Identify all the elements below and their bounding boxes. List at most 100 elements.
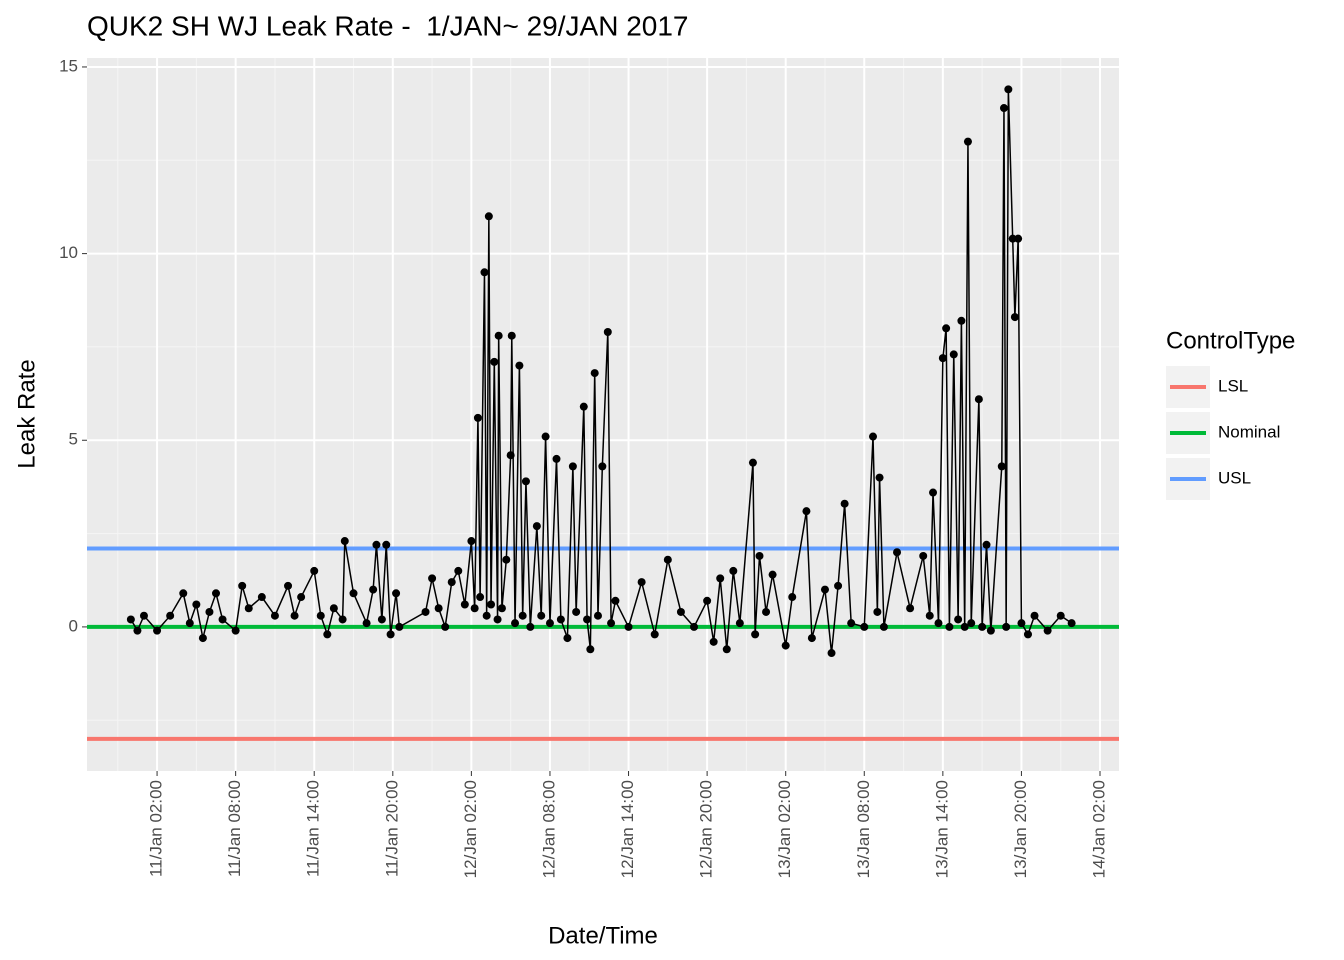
data-point (521, 477, 530, 486)
data-point (963, 137, 972, 146)
data-point (470, 604, 479, 613)
data-point (978, 622, 987, 631)
data-point (126, 615, 135, 624)
x-tick-label: 11/Jan 08:00 (225, 780, 244, 877)
data-point (1067, 619, 1076, 628)
data-point (893, 548, 902, 557)
x-tick-label: 13/Jan 08:00 (854, 780, 873, 878)
data-point (460, 600, 469, 609)
data-point (716, 574, 725, 583)
data-point (572, 607, 581, 616)
data-point (454, 566, 463, 575)
data-point (663, 555, 672, 564)
x-tick-label: 12/Jan 14:00 (618, 780, 637, 878)
data-point (906, 604, 915, 613)
data-point (484, 212, 493, 221)
data-point (493, 615, 502, 624)
data-point (476, 593, 485, 602)
data-point (802, 507, 811, 516)
data-point (735, 619, 744, 628)
data-point (434, 604, 443, 613)
data-point (349, 589, 358, 598)
data-point (153, 626, 162, 635)
legend-title: ControlType (1166, 327, 1295, 354)
data-point (929, 488, 938, 497)
data-point (511, 619, 520, 628)
y-tick-label: 0 (69, 616, 78, 635)
data-point (781, 641, 790, 650)
data-point (729, 566, 738, 575)
legend-label: USL (1218, 468, 1251, 487)
data-point (1043, 626, 1052, 635)
data-point (506, 451, 515, 460)
data-point (518, 611, 527, 620)
data-point (480, 268, 489, 277)
y-tick-label: 15 (59, 56, 78, 75)
data-point (624, 622, 633, 631)
data-point (192, 600, 201, 609)
data-point (873, 607, 882, 616)
data-point (212, 589, 220, 598)
data-point (392, 589, 401, 598)
data-point (372, 540, 381, 549)
data-point (650, 630, 659, 639)
y-axis-title: Leak Rate (13, 359, 40, 468)
x-tick-label: 13/Jan 02:00 (775, 780, 794, 878)
data-point (244, 604, 253, 613)
data-point (338, 615, 347, 624)
data-point (637, 578, 646, 587)
data-point (934, 619, 943, 628)
data-point (603, 328, 612, 337)
data-point (395, 622, 404, 631)
data-point (755, 551, 764, 560)
data-point (316, 611, 325, 620)
data-point (751, 630, 760, 639)
data-point (133, 626, 142, 635)
data-point (1004, 85, 1013, 94)
data-point (954, 615, 963, 624)
data-point (949, 350, 958, 359)
data-point (999, 104, 1008, 113)
data-point (703, 596, 712, 605)
data-point (762, 607, 771, 616)
data-point (515, 361, 524, 370)
x-tick-label: 12/Jan 02:00 (461, 780, 480, 878)
data-point (607, 619, 616, 628)
data-point (545, 619, 554, 628)
y-tick-label: 5 (69, 430, 78, 449)
data-point (497, 604, 506, 613)
data-point (166, 611, 175, 620)
data-point (537, 611, 546, 620)
data-point (676, 607, 685, 616)
data-point (473, 413, 482, 422)
data-point (270, 611, 279, 620)
data-point (938, 354, 947, 363)
x-tick-label: 11/Jan 02:00 (147, 780, 166, 877)
data-point (967, 619, 976, 628)
data-point (382, 540, 391, 549)
data-point (552, 454, 561, 463)
data-point (709, 637, 718, 646)
data-point (690, 622, 699, 631)
data-point (507, 331, 516, 340)
data-point (847, 619, 856, 628)
data-point (421, 607, 430, 616)
data-point (482, 611, 491, 620)
data-point (310, 566, 319, 575)
data-point (768, 570, 777, 579)
data-point (1017, 619, 1026, 628)
data-point (583, 615, 592, 624)
data-point (329, 604, 338, 613)
data-point (840, 499, 849, 508)
data-point (377, 615, 386, 624)
data-point (860, 622, 869, 631)
x-tick-label: 12/Jan 08:00 (539, 780, 558, 878)
legend-label: LSL (1218, 376, 1248, 395)
x-tick-label: 13/Jan 14:00 (932, 780, 951, 878)
data-point (231, 626, 240, 635)
data-point (869, 432, 878, 441)
data-point (362, 619, 371, 628)
data-point (185, 619, 194, 628)
data-point (807, 634, 816, 643)
x-tick-label: 13/Jan 20:00 (1011, 780, 1030, 878)
